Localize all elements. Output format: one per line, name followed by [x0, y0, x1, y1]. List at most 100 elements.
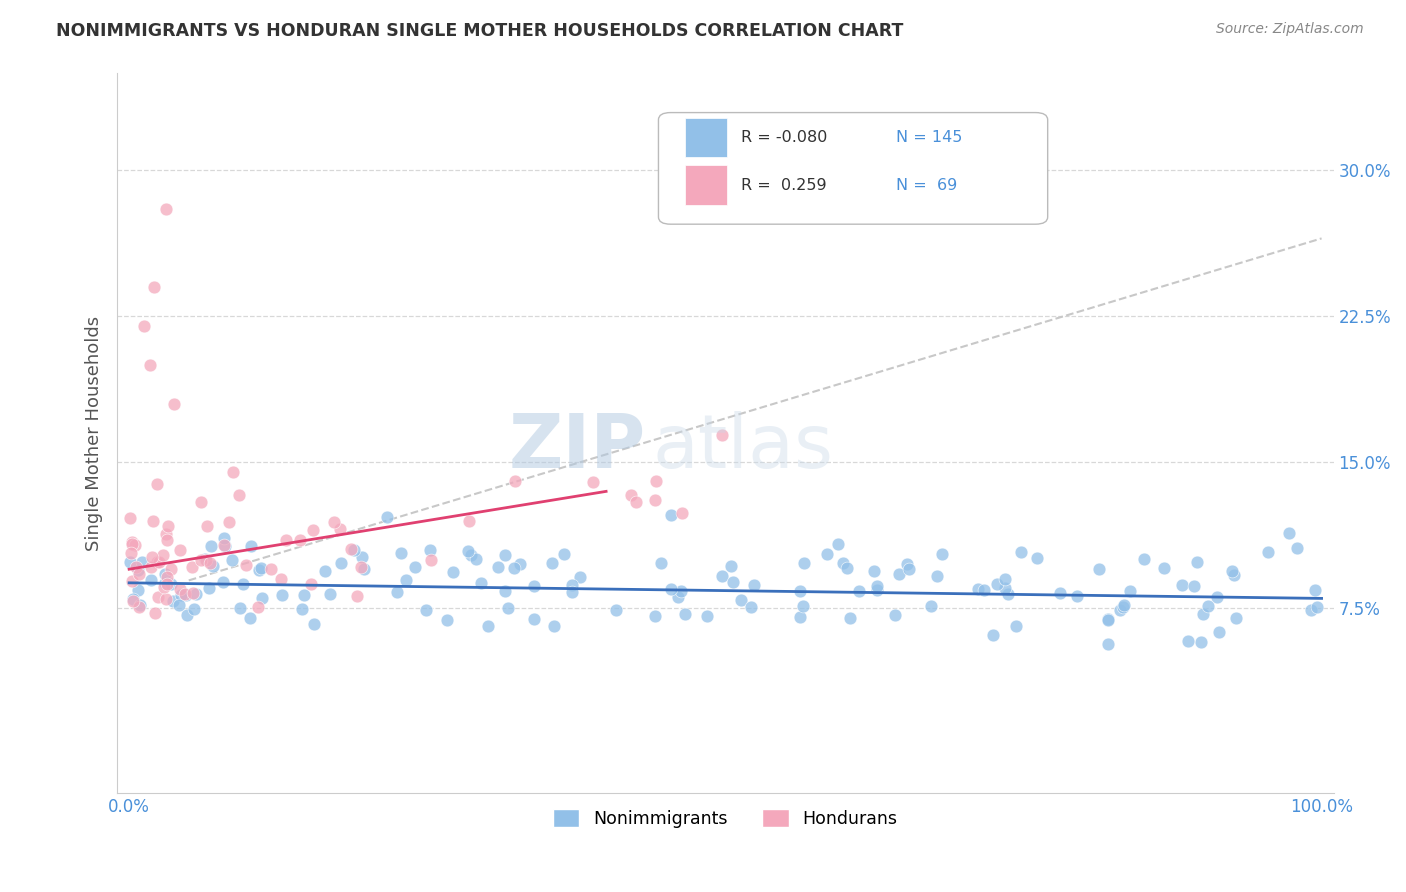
Nonimmigrants	[477, 619, 499, 633]
Hondurans	[132, 318, 155, 333]
Nonimmigrants	[214, 539, 236, 553]
Y-axis label: Single Mother Households: Single Mother Households	[86, 316, 103, 550]
Text: N = 145: N = 145	[896, 130, 962, 145]
Nonimmigrants	[1223, 567, 1246, 582]
Nonimmigrants	[1097, 612, 1119, 626]
Hondurans	[503, 475, 526, 489]
Hondurans	[174, 587, 197, 601]
Nonimmigrants	[1108, 603, 1130, 617]
Hondurans	[619, 488, 641, 502]
Hondurans	[302, 523, 325, 537]
Nonimmigrants	[247, 563, 270, 577]
Nonimmigrants	[986, 577, 1008, 591]
Nonimmigrants	[884, 607, 907, 622]
Nonimmigrants	[1010, 545, 1032, 559]
Nonimmigrants	[1153, 561, 1175, 575]
Hondurans	[299, 577, 322, 591]
Hondurans	[128, 600, 150, 615]
Hondurans	[143, 606, 166, 620]
Nonimmigrants	[250, 560, 273, 574]
Nonimmigrants	[121, 591, 143, 606]
Nonimmigrants	[200, 539, 222, 553]
Hondurans	[329, 522, 352, 536]
Nonimmigrants	[1206, 590, 1229, 604]
Hondurans	[141, 549, 163, 564]
Nonimmigrants	[486, 559, 509, 574]
Nonimmigrants	[1114, 598, 1136, 612]
Nonimmigrants	[436, 613, 458, 627]
Nonimmigrants	[314, 564, 336, 578]
Hondurans	[420, 553, 443, 567]
Hondurans	[156, 570, 179, 584]
Nonimmigrants	[523, 578, 546, 592]
Hondurans	[143, 280, 166, 294]
Text: N =  69: N = 69	[896, 178, 957, 193]
Hondurans	[457, 514, 479, 528]
Nonimmigrants	[271, 588, 294, 602]
Hondurans	[276, 533, 298, 547]
Hondurans	[121, 537, 143, 551]
Hondurans	[644, 493, 666, 508]
Hondurans	[124, 538, 146, 552]
Hondurans	[195, 518, 218, 533]
Nonimmigrants	[1303, 582, 1326, 597]
Hondurans	[121, 574, 143, 588]
Nonimmigrants	[742, 577, 765, 591]
Nonimmigrants	[605, 603, 627, 617]
Hondurans	[228, 488, 250, 502]
Nonimmigrants	[1185, 555, 1208, 569]
Nonimmigrants	[460, 548, 482, 562]
Nonimmigrants	[973, 583, 995, 598]
Nonimmigrants	[1278, 525, 1301, 540]
Nonimmigrants	[229, 601, 252, 615]
Text: Source: ZipAtlas.com: Source: ZipAtlas.com	[1216, 22, 1364, 37]
Nonimmigrants	[720, 559, 742, 574]
Nonimmigrants	[1285, 541, 1308, 555]
Nonimmigrants	[997, 587, 1019, 601]
Hondurans	[146, 477, 169, 491]
Nonimmigrants	[666, 590, 689, 604]
Hondurans	[139, 358, 162, 372]
Nonimmigrants	[866, 578, 889, 592]
Text: R = -0.080: R = -0.080	[741, 130, 828, 145]
Hondurans	[155, 526, 177, 541]
Nonimmigrants	[141, 574, 163, 588]
Nonimmigrants	[832, 556, 855, 570]
Nonimmigrants	[793, 556, 815, 570]
Hondurans	[155, 202, 177, 217]
Nonimmigrants	[194, 551, 217, 566]
Hondurans	[194, 553, 217, 567]
Nonimmigrants	[153, 567, 176, 582]
Nonimmigrants	[863, 565, 886, 579]
Nonimmigrants	[330, 556, 353, 570]
Hondurans	[169, 582, 191, 596]
Nonimmigrants	[740, 600, 762, 615]
Nonimmigrants	[240, 540, 263, 554]
Nonimmigrants	[1192, 607, 1215, 621]
Nonimmigrants	[385, 585, 408, 599]
Nonimmigrants	[232, 577, 254, 591]
Nonimmigrants	[465, 551, 488, 566]
Bar	[685, 165, 727, 205]
Hondurans	[222, 465, 245, 479]
Nonimmigrants	[375, 510, 398, 524]
Nonimmigrants	[543, 618, 565, 632]
Text: NONIMMIGRANTS VS HONDURAN SINGLE MOTHER HOUSEHOLDS CORRELATION CHART: NONIMMIGRANTS VS HONDURAN SINGLE MOTHER …	[56, 22, 904, 40]
Hondurans	[148, 591, 170, 605]
Nonimmigrants	[319, 587, 342, 601]
Nonimmigrants	[1182, 579, 1205, 593]
Nonimmigrants	[696, 609, 718, 624]
Nonimmigrants	[839, 611, 862, 625]
Nonimmigrants	[494, 584, 516, 599]
Hondurans	[671, 506, 693, 520]
Hondurans	[181, 586, 204, 600]
Hondurans	[323, 515, 346, 529]
Nonimmigrants	[925, 569, 948, 583]
Hondurans	[146, 555, 169, 569]
Nonimmigrants	[131, 555, 153, 569]
Nonimmigrants	[509, 557, 531, 571]
Nonimmigrants	[561, 577, 583, 591]
Hondurans	[148, 555, 170, 569]
Hondurans	[160, 562, 183, 576]
Nonimmigrants	[1049, 586, 1071, 600]
